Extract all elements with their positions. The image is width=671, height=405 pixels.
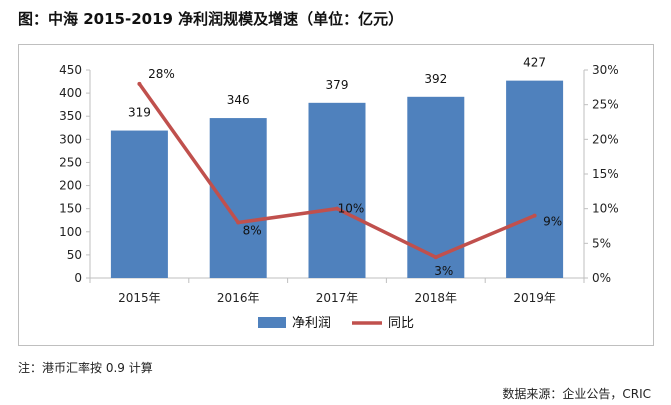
yoy-value-label: 3% [434, 264, 453, 278]
yoy-point [236, 220, 241, 225]
legend-label-net-profit: 净利润 [292, 316, 331, 331]
x-tick-label: 2016年 [217, 291, 260, 305]
yoy-point [137, 81, 142, 86]
figure-title: 图：中海 2015-2019 净利润规模及增速（单位：亿元） [18, 10, 404, 28]
line-series [137, 81, 537, 260]
bar-value-label: 379 [326, 78, 349, 92]
y-tick-label-left: 200 [59, 179, 82, 193]
yoy-value-label: 10% [338, 202, 365, 216]
bar-value-label: 346 [227, 93, 250, 107]
yoy-point [433, 255, 438, 260]
footnote: 注：港币汇率按 0.9 计算 [18, 361, 153, 375]
bar-value-label: 392 [424, 72, 447, 86]
yoy-value-label: 8% [243, 224, 262, 238]
y-tick-label-right: 25% [592, 98, 619, 112]
y-tick-label-left: 250 [59, 155, 82, 169]
legend: 净利润 同比 [258, 316, 414, 331]
x-tick-label: 2015年 [118, 291, 161, 305]
y-tick-label-left: 400 [59, 86, 82, 100]
y-tick-label-left: 150 [59, 202, 82, 216]
y-tick-label-right: 5% [592, 236, 611, 250]
x-tick-label: 2018年 [415, 291, 458, 305]
x-tick-label: 2019年 [513, 291, 556, 305]
yoy-point [335, 206, 339, 211]
y-tick-label-left: 350 [59, 109, 82, 123]
bar-value-label: 319 [128, 106, 151, 120]
legend-bar-swatch [258, 317, 286, 328]
yoy-value-label: 9% [543, 215, 562, 229]
bar [407, 96, 465, 278]
y-tick-label-right: 20% [592, 132, 619, 146]
x-tick-label: 2017年 [316, 291, 359, 305]
y-tick-label-left: 300 [59, 132, 82, 146]
y-tick-label-right: 10% [592, 202, 619, 216]
chart-frame [18, 44, 654, 346]
y-tick-label-right: 15% [592, 167, 619, 181]
y-tick-label-left: 0 [74, 271, 82, 285]
y-tick-label-left: 100 [59, 225, 82, 239]
bar [110, 130, 168, 278]
y-tick-label-right: 0% [592, 271, 611, 285]
bar [209, 118, 267, 279]
legend-label-yoy: 同比 [388, 316, 414, 331]
y-tick-label-left: 50 [67, 248, 82, 262]
bar-value-label: 427 [523, 56, 546, 70]
yoy-value-label: 28% [148, 67, 175, 81]
bar [506, 80, 564, 279]
axes: 0 50 100 150 200 250 300 350 400 450 0% 5% 10% 15% 20%… [59, 63, 619, 305]
yoy-point [532, 213, 537, 218]
bar [308, 102, 366, 278]
source-note: 数据来源：企业公告，CRIC [502, 387, 651, 401]
y-tick-label-right: 30% [592, 63, 619, 77]
data-labels: 319 346 379 392 427 28% 8% 10% 3% 9% [128, 56, 562, 279]
y-tick-label-left: 450 [59, 63, 82, 77]
bar-series [110, 80, 564, 279]
